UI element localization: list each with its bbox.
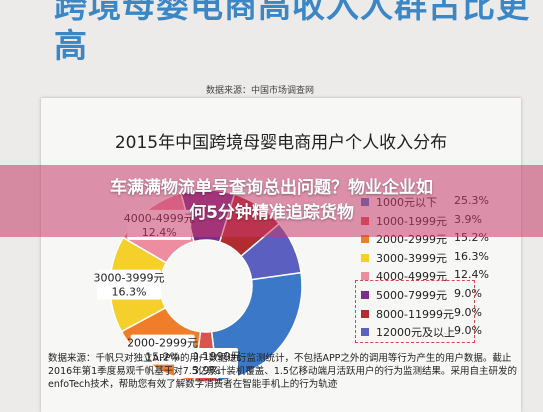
legend-value: 16.3% bbox=[454, 249, 489, 263]
slice-label-value: 15.2% bbox=[145, 351, 180, 364]
slice-label-box bbox=[130, 334, 195, 365]
slice-label-value: 16.3% bbox=[112, 286, 147, 299]
legend-swatch bbox=[361, 309, 369, 318]
legend-label: 5000-7999元 bbox=[376, 288, 447, 302]
banner-text[interactable]: 车满满物流单号查询总出问题？物业企业如 何5分钟精准追踪货物 bbox=[0, 176, 543, 226]
overlay-banner bbox=[0, 165, 543, 237]
chart-card: 2015年中国跨境母婴电商用户个人收入分布 1000-1999元 3.9% 2000… bbox=[41, 98, 521, 412]
legend-swatch bbox=[361, 290, 369, 299]
legend-swatch bbox=[361, 253, 369, 262]
footnote: 数据来源：千帆只对独立APP中的用户数据进行监测统计，不包括APP之外的调用等行… bbox=[48, 353, 517, 390]
legend-swatch bbox=[361, 272, 369, 281]
source-note: 数据来源：中国市场调查网 bbox=[206, 86, 315, 96]
legend-swatch bbox=[361, 328, 369, 337]
legend-label: 3000-3999元 bbox=[376, 251, 447, 265]
slice-label-category: 3000-3999元 bbox=[94, 272, 165, 285]
legend-swatch bbox=[361, 235, 369, 244]
banner-line-1: 车满满物流单号查询总出问题？物业企业如 bbox=[110, 178, 433, 198]
chart-title: 2015年中国跨境母婴电商用户个人收入分布 bbox=[114, 133, 448, 153]
highlight-box bbox=[355, 280, 475, 343]
slice-label-box bbox=[97, 269, 162, 300]
legend-value: 12.4% bbox=[454, 268, 489, 282]
slice-label-value: 3.9% bbox=[192, 364, 220, 377]
banner-line-2: 何5分钟精准追踪货物 bbox=[189, 203, 354, 223]
headline: 跨境母婴电商高收入人群占比更高 bbox=[54, 0, 530, 65]
slice-label-category: 2000-2999元 bbox=[127, 337, 198, 350]
legend-label: 8000-11999元 bbox=[376, 307, 454, 321]
legend-label: 12000元及以上 bbox=[376, 326, 455, 340]
